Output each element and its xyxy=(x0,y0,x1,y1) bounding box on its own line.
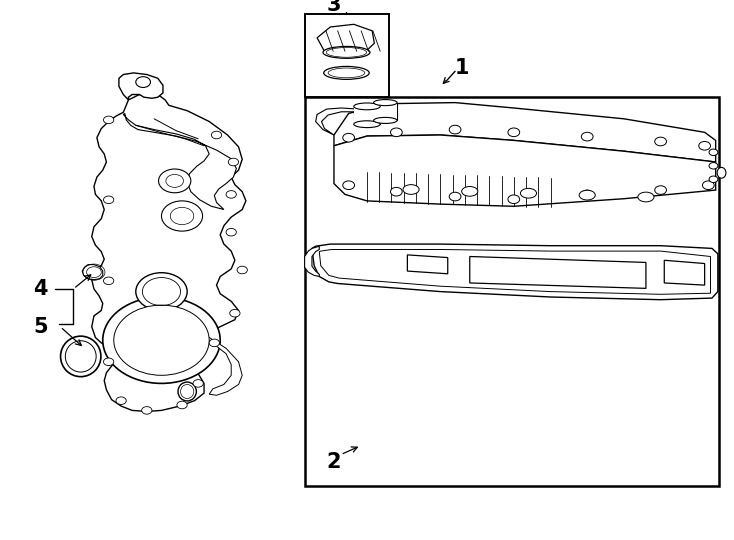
Ellipse shape xyxy=(638,192,654,202)
Circle shape xyxy=(709,149,718,156)
Polygon shape xyxy=(82,265,103,280)
Circle shape xyxy=(209,339,219,347)
Circle shape xyxy=(581,132,593,141)
Circle shape xyxy=(343,133,355,142)
Circle shape xyxy=(655,186,666,194)
Ellipse shape xyxy=(354,103,380,110)
Polygon shape xyxy=(316,104,389,135)
Ellipse shape xyxy=(324,66,369,79)
Circle shape xyxy=(449,192,461,201)
Circle shape xyxy=(702,181,714,190)
Polygon shape xyxy=(334,135,716,206)
Circle shape xyxy=(390,187,402,196)
Circle shape xyxy=(449,125,461,134)
Circle shape xyxy=(103,297,220,383)
Circle shape xyxy=(226,228,236,236)
Bar xyxy=(305,14,389,97)
Polygon shape xyxy=(334,103,716,162)
Polygon shape xyxy=(354,106,380,124)
Ellipse shape xyxy=(374,99,397,106)
Text: 1: 1 xyxy=(455,57,470,78)
Ellipse shape xyxy=(374,117,397,124)
Polygon shape xyxy=(470,256,646,288)
Ellipse shape xyxy=(403,185,419,194)
Polygon shape xyxy=(123,113,236,210)
Circle shape xyxy=(103,196,114,204)
Circle shape xyxy=(709,163,718,169)
Circle shape xyxy=(159,169,191,193)
Circle shape xyxy=(103,277,114,285)
Circle shape xyxy=(136,273,187,310)
Circle shape xyxy=(177,401,187,409)
Circle shape xyxy=(508,195,520,204)
Circle shape xyxy=(581,190,593,199)
Circle shape xyxy=(228,158,239,166)
Circle shape xyxy=(226,191,236,198)
Ellipse shape xyxy=(520,188,537,198)
Circle shape xyxy=(508,128,520,137)
Circle shape xyxy=(230,309,240,317)
Polygon shape xyxy=(312,244,718,300)
Circle shape xyxy=(709,176,718,183)
Circle shape xyxy=(237,266,247,274)
Circle shape xyxy=(142,407,152,414)
Circle shape xyxy=(116,397,126,404)
Polygon shape xyxy=(374,103,397,120)
Text: 2: 2 xyxy=(327,451,341,472)
Text: 5: 5 xyxy=(33,316,48,337)
Circle shape xyxy=(193,380,203,387)
Ellipse shape xyxy=(717,167,726,178)
Ellipse shape xyxy=(462,186,478,196)
Polygon shape xyxy=(407,255,448,274)
Ellipse shape xyxy=(60,336,101,377)
Circle shape xyxy=(161,201,203,231)
Ellipse shape xyxy=(323,46,370,58)
Circle shape xyxy=(211,131,222,139)
Circle shape xyxy=(103,358,114,366)
Polygon shape xyxy=(317,24,374,56)
Text: 4: 4 xyxy=(33,279,48,299)
Circle shape xyxy=(390,128,402,137)
Circle shape xyxy=(114,305,209,375)
Circle shape xyxy=(699,141,711,150)
Polygon shape xyxy=(664,260,705,285)
Ellipse shape xyxy=(354,121,380,127)
Polygon shape xyxy=(191,328,242,395)
Ellipse shape xyxy=(178,382,197,401)
Text: 3: 3 xyxy=(327,0,341,16)
Circle shape xyxy=(136,77,150,87)
Circle shape xyxy=(655,137,666,146)
Bar xyxy=(305,97,719,486)
Ellipse shape xyxy=(579,190,595,200)
Polygon shape xyxy=(305,246,319,276)
Polygon shape xyxy=(119,73,163,100)
Circle shape xyxy=(343,181,355,190)
Circle shape xyxy=(103,116,114,124)
Polygon shape xyxy=(92,94,246,411)
